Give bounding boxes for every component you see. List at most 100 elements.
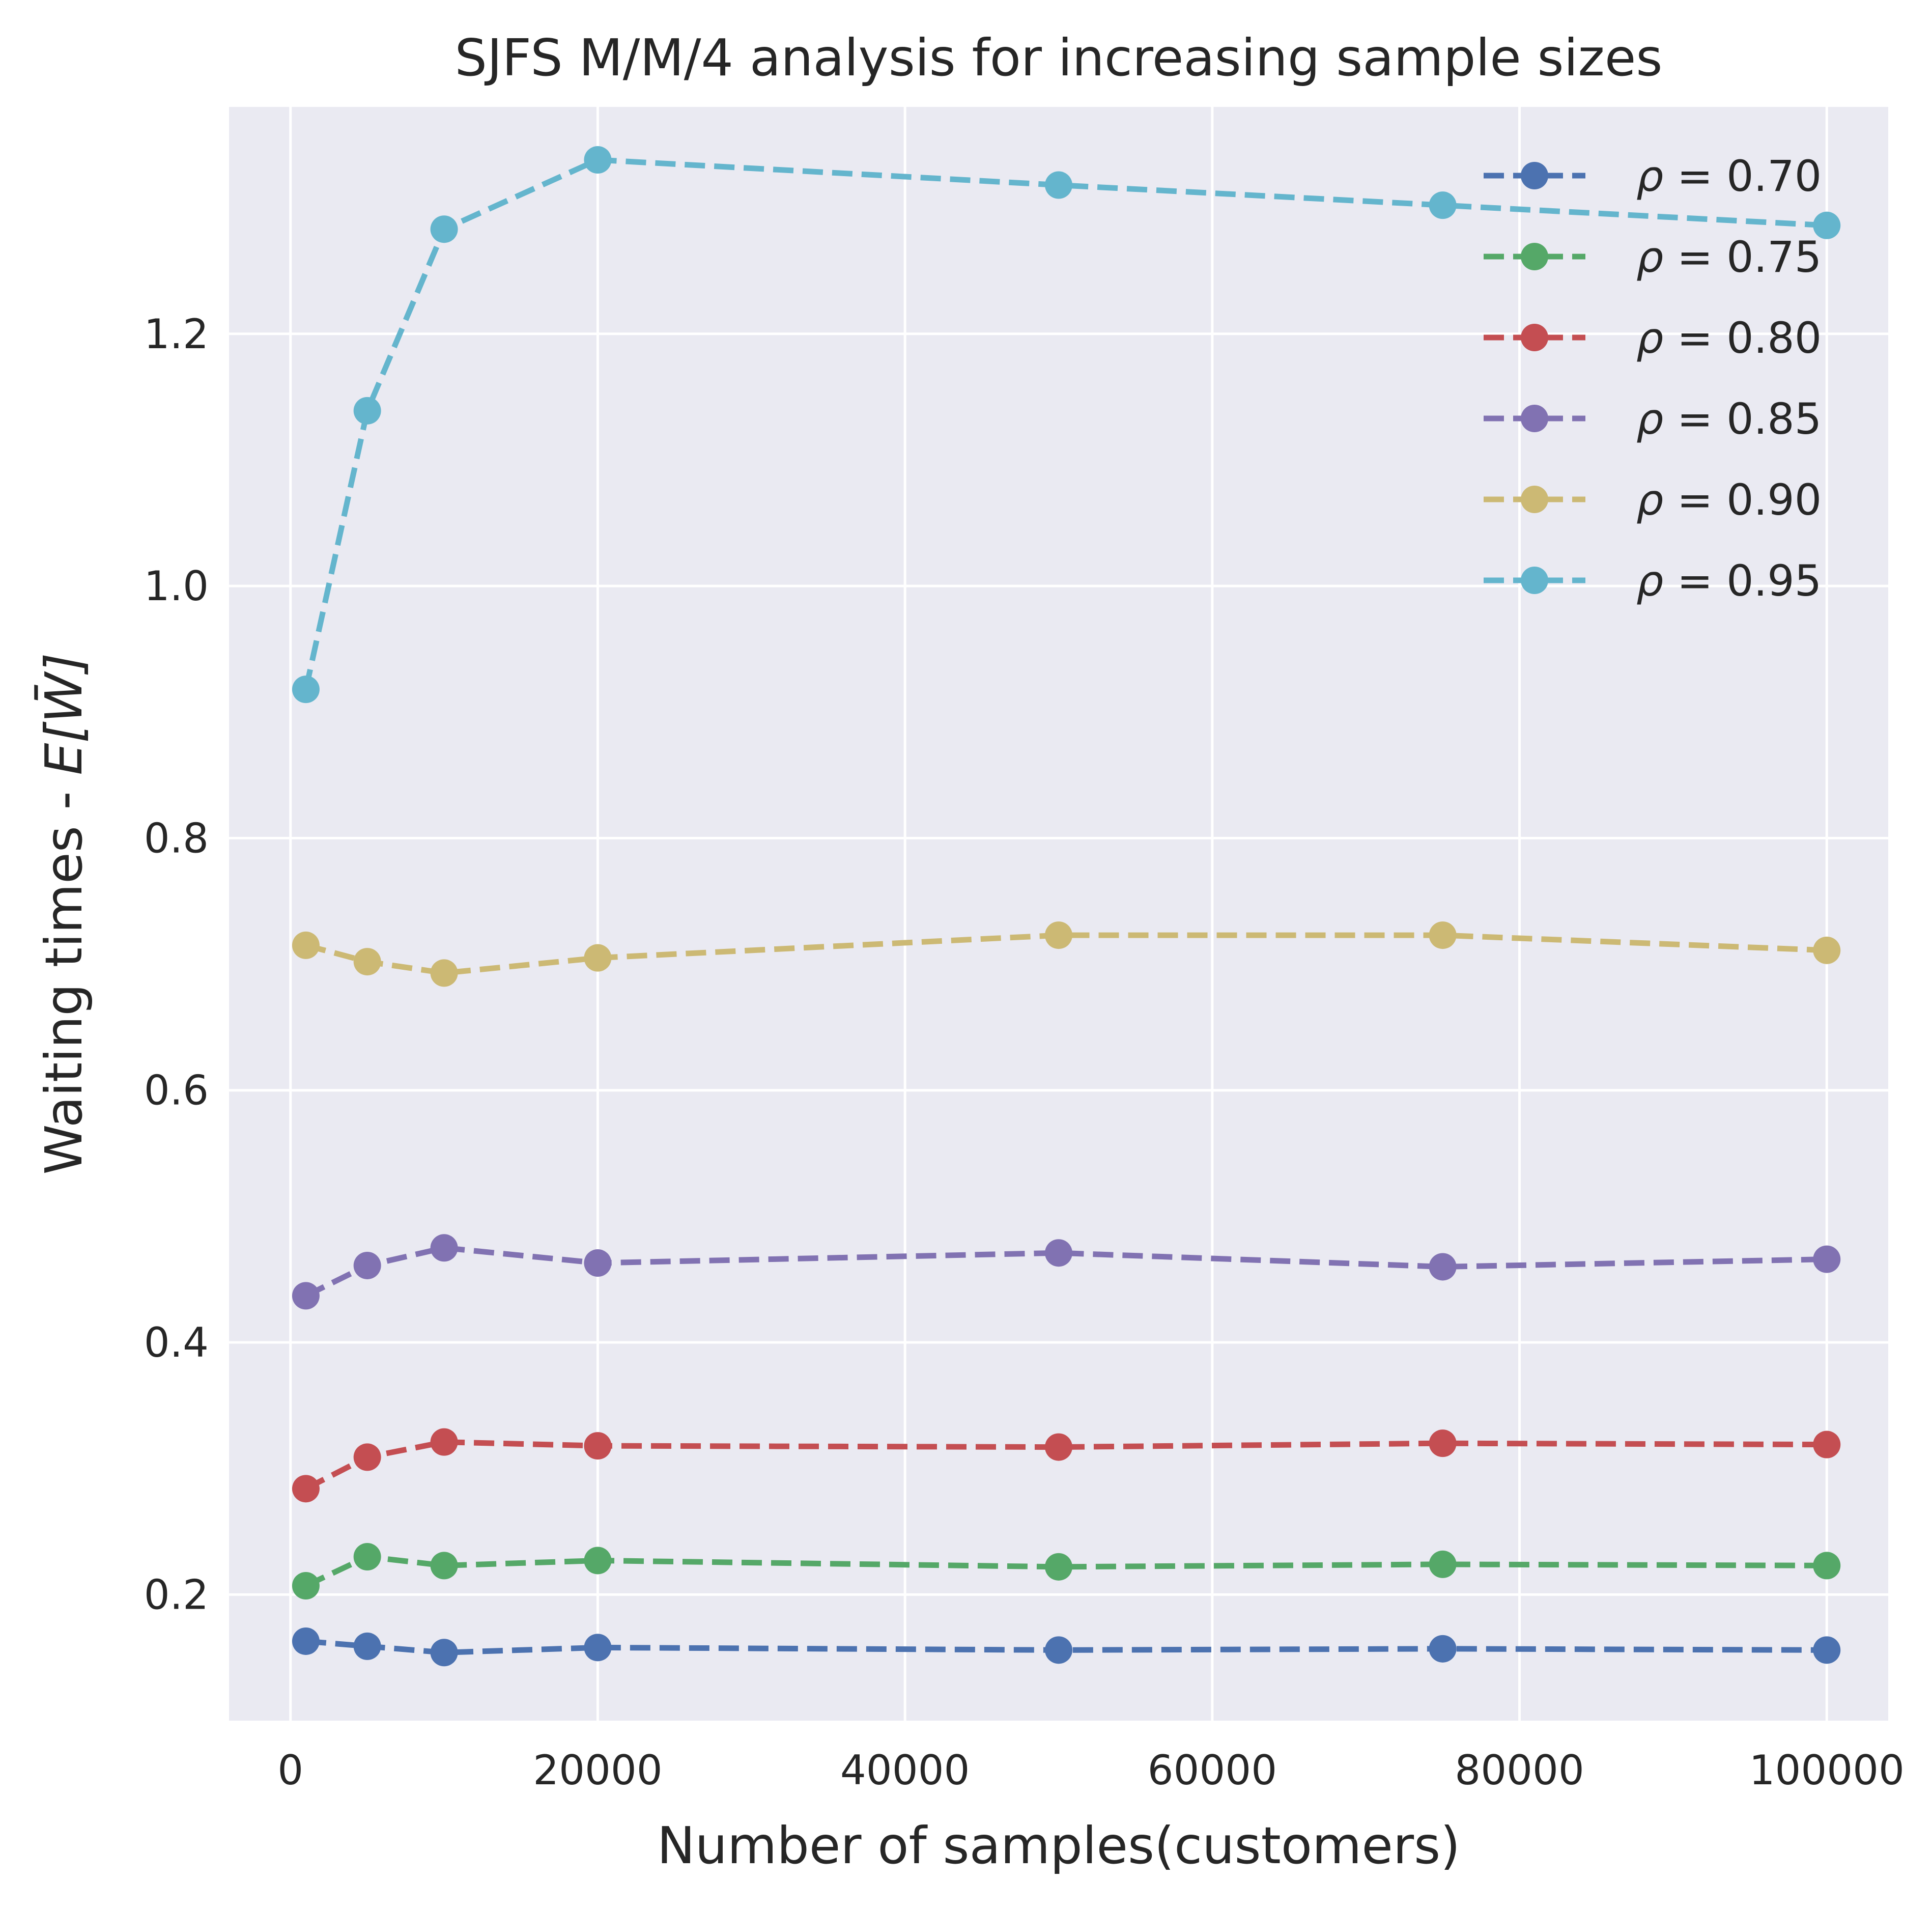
legend-value: = 0.75 bbox=[1663, 232, 1822, 282]
x-tick-label: 100000 bbox=[1749, 1747, 1905, 1794]
series-5 bbox=[292, 921, 1841, 987]
legend-symbol: ρ bbox=[1636, 313, 1663, 363]
legend-entry: ρ = 0.90 bbox=[1484, 475, 1822, 525]
y-axis-label-text: Waiting times - bbox=[34, 775, 94, 1175]
data-point bbox=[1813, 1430, 1841, 1458]
x-tick-label: 20000 bbox=[533, 1747, 663, 1794]
y-axis-label-symbol: E[W̄] bbox=[34, 653, 94, 775]
data-point bbox=[430, 1552, 458, 1580]
data-point bbox=[430, 1234, 458, 1262]
legend-entry: ρ = 0.85 bbox=[1484, 394, 1822, 444]
data-point bbox=[292, 931, 320, 959]
legend-symbol: ρ bbox=[1636, 475, 1663, 525]
legend-marker bbox=[1521, 243, 1548, 270]
data-point bbox=[1429, 1635, 1457, 1663]
series-3 bbox=[292, 1428, 1841, 1503]
legend-label: ρ = 0.90 bbox=[1636, 475, 1822, 525]
legend-marker bbox=[1521, 324, 1548, 351]
y-tick-label: 0.8 bbox=[144, 815, 209, 862]
grid bbox=[229, 107, 1888, 1721]
y-tick-label: 0.6 bbox=[144, 1067, 209, 1114]
data-point bbox=[1045, 1239, 1072, 1267]
data-point bbox=[292, 1282, 320, 1310]
data-point bbox=[1813, 211, 1841, 239]
data-point bbox=[1813, 1245, 1841, 1273]
legend-value: = 0.95 bbox=[1663, 556, 1822, 606]
data-point bbox=[430, 959, 458, 987]
chart-title: SJFS M/M/4 analysis for increasing sampl… bbox=[454, 28, 1662, 88]
legend-symbol: ρ bbox=[1636, 556, 1663, 606]
data-point bbox=[1429, 1253, 1457, 1281]
x-axis-label: Number of samples(customers) bbox=[657, 1816, 1460, 1875]
y-tick-label: 1.0 bbox=[144, 563, 209, 610]
data-point bbox=[584, 146, 612, 174]
legend-symbol: ρ bbox=[1636, 151, 1663, 201]
data-point bbox=[292, 676, 320, 704]
data-point bbox=[1429, 191, 1457, 219]
y-tick-label: 0.4 bbox=[144, 1319, 209, 1366]
data-point bbox=[430, 1428, 458, 1456]
data-point bbox=[1813, 1636, 1841, 1664]
data-point bbox=[292, 1572, 320, 1600]
legend-value: = 0.70 bbox=[1663, 151, 1822, 201]
data-point bbox=[1813, 1552, 1841, 1580]
legend-marker bbox=[1521, 405, 1548, 432]
series-6 bbox=[292, 146, 1841, 704]
legend-marker bbox=[1521, 486, 1548, 513]
data-point bbox=[584, 1249, 612, 1277]
data-point bbox=[353, 1632, 381, 1660]
data-point bbox=[1429, 1550, 1457, 1578]
data-point bbox=[1429, 921, 1457, 949]
legend-value: = 0.85 bbox=[1663, 394, 1822, 444]
tick-labels: 0 20000 40000 60000 80000 100000 0.2 0.4 0.6 0.8 1… bbox=[144, 311, 1905, 1794]
legend-label: ρ = 0.80 bbox=[1636, 313, 1822, 363]
data-point bbox=[584, 1634, 612, 1662]
data-point bbox=[1429, 1429, 1457, 1457]
data-point bbox=[584, 1432, 612, 1460]
legend-value: = 0.80 bbox=[1663, 313, 1822, 363]
legend-entry: ρ = 0.75 bbox=[1484, 232, 1822, 282]
y-tick-label: 1.2 bbox=[144, 311, 209, 358]
data-point bbox=[292, 1627, 320, 1655]
y-axis-label: Waiting times - E[W̄] bbox=[34, 653, 94, 1175]
series-2 bbox=[292, 1543, 1841, 1600]
data-point bbox=[292, 1475, 320, 1503]
data-point bbox=[1045, 1553, 1072, 1581]
legend-label: ρ = 0.70 bbox=[1636, 151, 1822, 201]
legend-entry: ρ = 0.80 bbox=[1484, 313, 1822, 363]
data-point bbox=[430, 215, 458, 243]
data-point bbox=[1045, 1433, 1072, 1461]
data-point bbox=[353, 1443, 381, 1471]
x-tick-label: 80000 bbox=[1455, 1747, 1584, 1794]
legend: ρ = 0.70ρ = 0.75ρ = 0.80ρ = 0.85ρ = 0.90… bbox=[1484, 151, 1822, 606]
legend-label: ρ = 0.85 bbox=[1636, 394, 1822, 444]
data-point bbox=[1813, 936, 1841, 964]
data-point bbox=[353, 397, 381, 425]
series-1 bbox=[292, 1627, 1841, 1667]
x-tick-label: 60000 bbox=[1148, 1747, 1277, 1794]
x-tick-label: 40000 bbox=[840, 1747, 970, 1794]
legend-symbol: ρ bbox=[1636, 394, 1663, 444]
data-point bbox=[1045, 1636, 1072, 1664]
series-4 bbox=[292, 1234, 1841, 1310]
data-point bbox=[353, 1543, 381, 1571]
legend-entry: ρ = 0.70 bbox=[1484, 151, 1822, 201]
data-point bbox=[1045, 921, 1072, 949]
data-point bbox=[430, 1639, 458, 1667]
legend-value: = 0.90 bbox=[1663, 475, 1822, 525]
legend-label: ρ = 0.95 bbox=[1636, 556, 1822, 606]
data-point bbox=[353, 948, 381, 976]
legend-marker bbox=[1521, 162, 1548, 189]
data-point bbox=[1045, 171, 1072, 199]
legend-marker bbox=[1521, 567, 1548, 594]
y-tick-label: 0.2 bbox=[144, 1571, 209, 1618]
data-point bbox=[584, 944, 612, 972]
legend-entry: ρ = 0.95 bbox=[1484, 556, 1822, 606]
legend-label: ρ = 0.75 bbox=[1636, 232, 1822, 282]
legend-symbol: ρ bbox=[1636, 232, 1663, 282]
series-layer bbox=[292, 146, 1841, 1667]
data-point bbox=[584, 1547, 612, 1575]
x-tick-label: 0 bbox=[277, 1747, 303, 1794]
